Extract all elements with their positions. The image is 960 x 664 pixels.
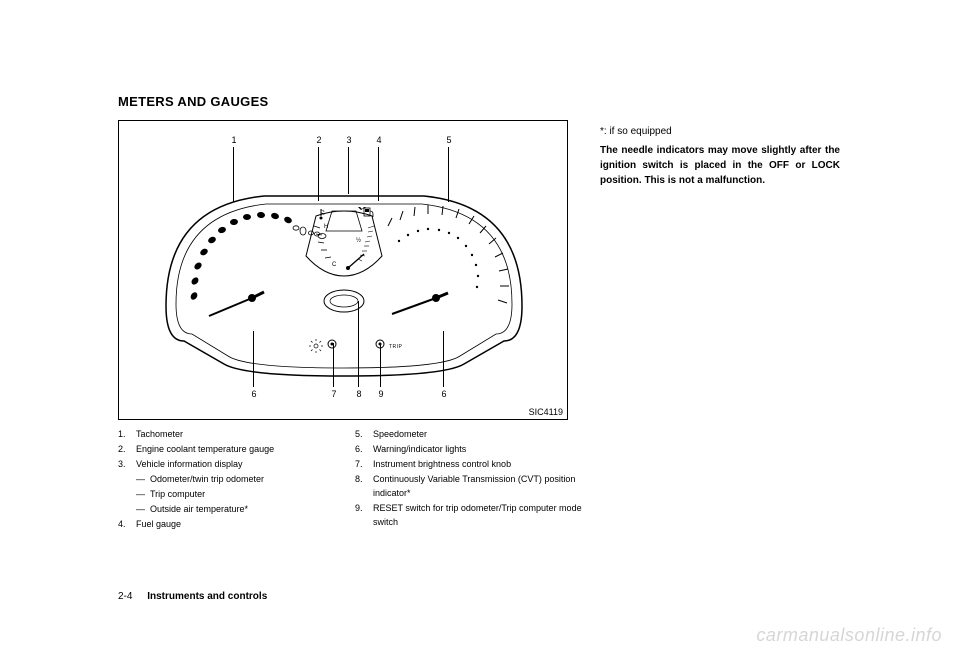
page-number: 2-4 xyxy=(118,591,132,602)
fuel-half-label: ½ xyxy=(356,237,361,244)
asterisk-note: *: if so equipped xyxy=(600,126,840,137)
watermark: carmanualsonline.info xyxy=(756,625,942,646)
reset-knob: TRIP xyxy=(376,340,403,350)
callout-9: 9 xyxy=(376,389,386,399)
right-column: *: if so equipped The needle indicators … xyxy=(600,126,840,188)
temp-c-label: C xyxy=(332,262,337,268)
legend-subitem: —Trip computer xyxy=(136,488,348,502)
legend-item: 2.Engine coolant temperature gauge xyxy=(118,443,348,457)
legend-item: 6.Warning/indicator lights xyxy=(355,443,585,457)
legend-item: 8.Continuously Variable Transmission (CV… xyxy=(355,473,585,501)
page-footer: 2-4 Instruments and controls xyxy=(118,591,267,602)
callout-5: 5 xyxy=(444,135,454,145)
callout-1: 1 xyxy=(229,135,239,145)
callout-6l: 6 xyxy=(249,389,259,399)
callout-4: 4 xyxy=(374,135,384,145)
legend-item: 5.Speedometer xyxy=(355,428,585,442)
legend-item: 3.Vehicle information display xyxy=(118,458,348,472)
callout-3: 3 xyxy=(344,135,354,145)
figure-id: SIC4119 xyxy=(529,407,563,417)
legend-right: 5.Speedometer 6.Warning/indicator lights… xyxy=(355,428,585,531)
callout-2: 2 xyxy=(314,135,324,145)
trip-label: TRIP xyxy=(389,344,403,350)
tachometer-dial xyxy=(189,211,326,316)
page: METERS AND GAUGES 1 2 3 4 5 6 7 8 9 6 xyxy=(0,0,960,664)
brightness-knob xyxy=(309,339,336,353)
section-title: METERS AND GAUGES xyxy=(118,94,269,109)
center-module: H C xyxy=(306,207,382,276)
legend-item: 9.RESET switch for trip odometer/Trip co… xyxy=(355,502,585,530)
instrument-cluster: H C xyxy=(164,186,524,381)
footer-section: Instruments and controls xyxy=(147,591,267,602)
legend-item: 4.Fuel gauge xyxy=(118,518,348,532)
callout-7: 7 xyxy=(329,389,339,399)
temp-h-label: H xyxy=(324,224,328,230)
callout-8: 8 xyxy=(354,389,364,399)
legend-left: 1.Tachometer 2.Engine coolant temperatur… xyxy=(118,428,348,533)
legend-subitem: —Odometer/twin trip odometer xyxy=(136,473,348,487)
legend-subitem: —Outside air temperature* xyxy=(136,503,348,517)
figure-box: 1 2 3 4 5 6 7 8 9 6 xyxy=(118,120,568,420)
callout-6r: 6 xyxy=(439,389,449,399)
legend-item: 1.Tachometer xyxy=(118,428,348,442)
legend-item: 7.Instrument brightness control knob xyxy=(355,458,585,472)
bold-paragraph: The needle indicators may move slightly … xyxy=(600,143,840,188)
